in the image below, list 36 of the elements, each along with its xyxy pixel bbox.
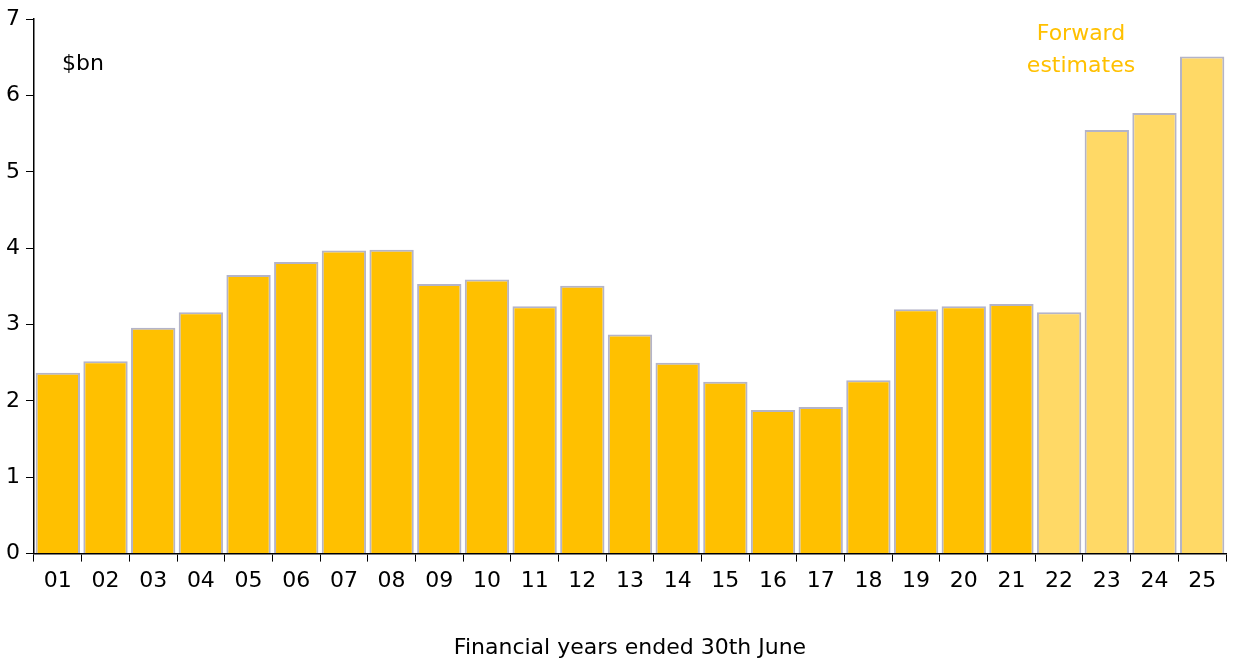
x-tick-label: 12: [568, 566, 597, 592]
y-tick-label: 3: [6, 310, 20, 336]
x-tick-label: 13: [616, 566, 644, 592]
y-tick-label: 5: [6, 157, 20, 183]
x-tick-label: 22: [1045, 566, 1074, 592]
y-tick-label: 2: [6, 386, 20, 412]
y-axis-title: $bn: [62, 49, 104, 75]
x-tick-label: 17: [806, 566, 835, 592]
x-tick-label: 11: [520, 566, 549, 592]
y-tick-label: 0: [6, 539, 20, 565]
x-tick-label: 24: [1140, 566, 1169, 592]
x-tick-label: 04: [186, 566, 215, 592]
annotation: Forward estimates: [1026, 19, 1136, 77]
x-tick-label: 18: [854, 566, 883, 592]
x-tick-label: 16: [759, 566, 788, 592]
x-tick-label: 01: [43, 566, 72, 592]
x-tick-label: 09: [425, 566, 454, 592]
x-tick-label: 07: [329, 566, 358, 592]
y-tick-label: 7: [6, 4, 20, 30]
y-tick-label: 6: [6, 81, 20, 107]
x-tick-label: 15: [711, 566, 740, 592]
x-tick-label: 21: [997, 566, 1026, 592]
x-tick-label: 02: [91, 566, 120, 592]
x-tick-label: 06: [282, 566, 311, 592]
x-tick-label: 25: [1188, 566, 1217, 592]
x-tick-label: 14: [663, 566, 692, 592]
x-tick-label: 20: [949, 566, 978, 592]
y-tick-label: 1: [6, 462, 20, 488]
x-tick-label: 19: [902, 566, 931, 592]
x-tick-label: 23: [1092, 566, 1121, 592]
x-tick-label: 05: [234, 566, 263, 592]
x-tick-label: 08: [377, 566, 406, 592]
y-tick-label: 4: [6, 233, 20, 259]
x-tick-label: 03: [139, 566, 168, 592]
x-tick-label: 10: [472, 566, 501, 592]
x-axis-title: Financial years ended 30th June: [453, 633, 807, 659]
